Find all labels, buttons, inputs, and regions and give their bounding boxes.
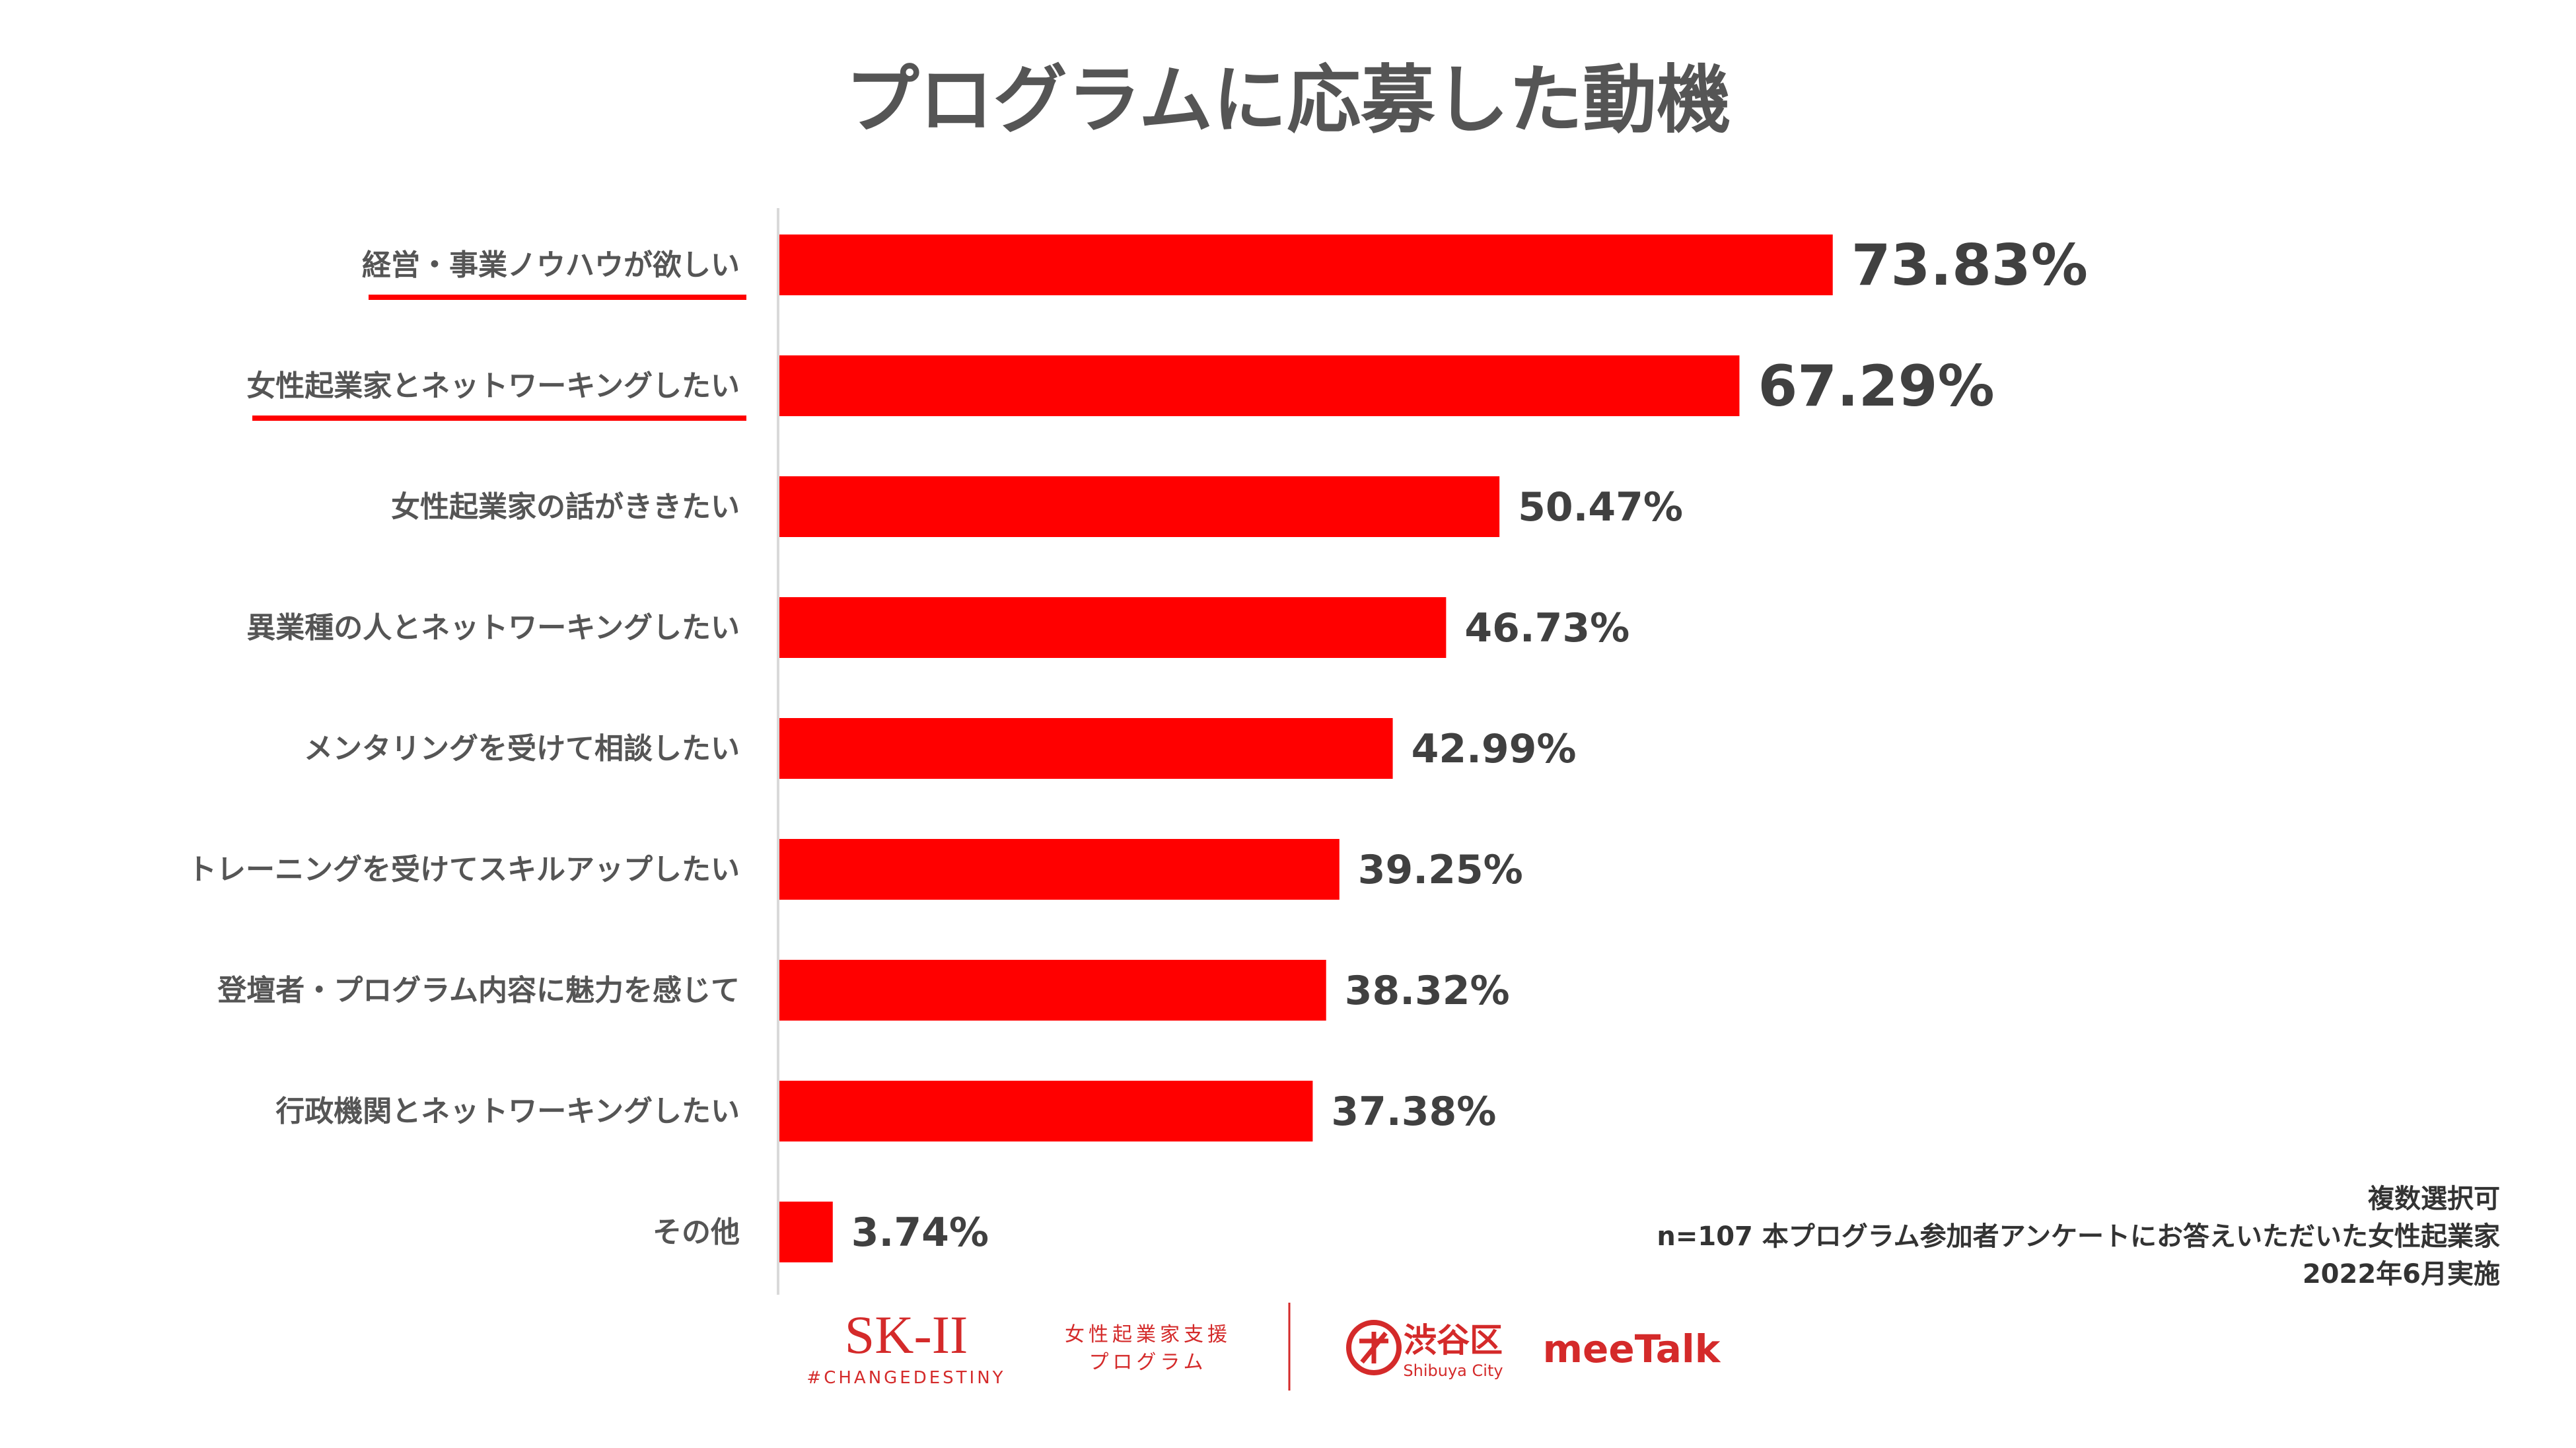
category-label-2: 女性起業家の話がききたい [391, 490, 740, 524]
value-label-0: 73.83% [1851, 233, 2088, 299]
category-label-5: トレーニングを受けてスキルアップしたい [188, 853, 740, 887]
value-label-6: 38.32% [1345, 968, 1510, 1014]
skii-tagline: #CHANGEDESTINY [806, 1368, 1005, 1388]
shibuya-name: 渋谷区 [1404, 1321, 1503, 1359]
value-label-3: 46.73% [1464, 605, 1629, 651]
bar-3 [779, 597, 1447, 658]
bar-0 [779, 235, 1833, 295]
note-date: 2022年6月実施 [2303, 1259, 2500, 1289]
value-label-4: 42.99% [1412, 726, 1577, 772]
note-multiple-choice: 複数選択可 [2368, 1184, 2500, 1214]
program-line1: 女性起業家支援 [1065, 1323, 1231, 1346]
value-label-5: 39.25% [1358, 847, 1523, 893]
value-label-2: 50.47% [1518, 484, 1683, 530]
chart-title: プログラムに応募した動機 [845, 57, 1731, 143]
bar-8 [779, 1202, 833, 1262]
note-sample: n=107 本プログラム参加者アンケートにお答えいただいた女性起業家 [1657, 1221, 2500, 1252]
category-label-4: メンタリングを受けて相談したい [304, 732, 740, 766]
program-line2: プログラム [1089, 1351, 1207, 1374]
skii-logo: SK-II [845, 1305, 968, 1365]
meetalk-logo: meeTalk [1543, 1326, 1721, 1371]
category-label-3: 異業種の人とネットワーキングしたい [246, 611, 740, 645]
category-label-8: その他 [653, 1215, 740, 1249]
footnote: 複数選択可 n=107 本プログラム参加者アンケートにお答えいただいた女性起業家… [1657, 1184, 2500, 1289]
bar-group [779, 235, 1833, 1262]
bar-6 [779, 960, 1326, 1021]
highlight-underlines [252, 295, 746, 421]
value-label-8: 3.74% [851, 1210, 989, 1256]
bar-4 [779, 718, 1393, 779]
bar-2 [779, 476, 1500, 537]
shibuya-emblem-icon [1346, 1320, 1402, 1375]
footer-logos: SK-II #CHANGEDESTINY 女性起業家支援 プログラム 渋谷区 S… [806, 1303, 1721, 1391]
category-label-1: 女性起業家とネットワーキングしたい [246, 369, 740, 403]
category-label-6: 登壇者・プログラム内容に魅力を感じて [217, 974, 740, 1007]
category-labels: 経営・事業ノウハウが欲しい女性起業家とネットワーキングしたい女性起業家の話がきき… [188, 248, 740, 1249]
category-label-0: 経営・事業ノウハウが欲しい [362, 248, 740, 282]
category-label-7: 行政機関とネットワーキングしたい [275, 1095, 740, 1128]
value-label-7: 37.38% [1331, 1089, 1496, 1135]
bar-1 [779, 355, 1740, 416]
bar-7 [779, 1081, 1313, 1141]
value-label-1: 67.29% [1758, 353, 1994, 419]
value-labels: 73.83% 67.29% 50.47% 46.73% 42.99% 39.25% 38.3… [851, 233, 2088, 1256]
bar-5 [779, 839, 1340, 900]
shibuya-sub: Shibuya City [1403, 1361, 1503, 1380]
